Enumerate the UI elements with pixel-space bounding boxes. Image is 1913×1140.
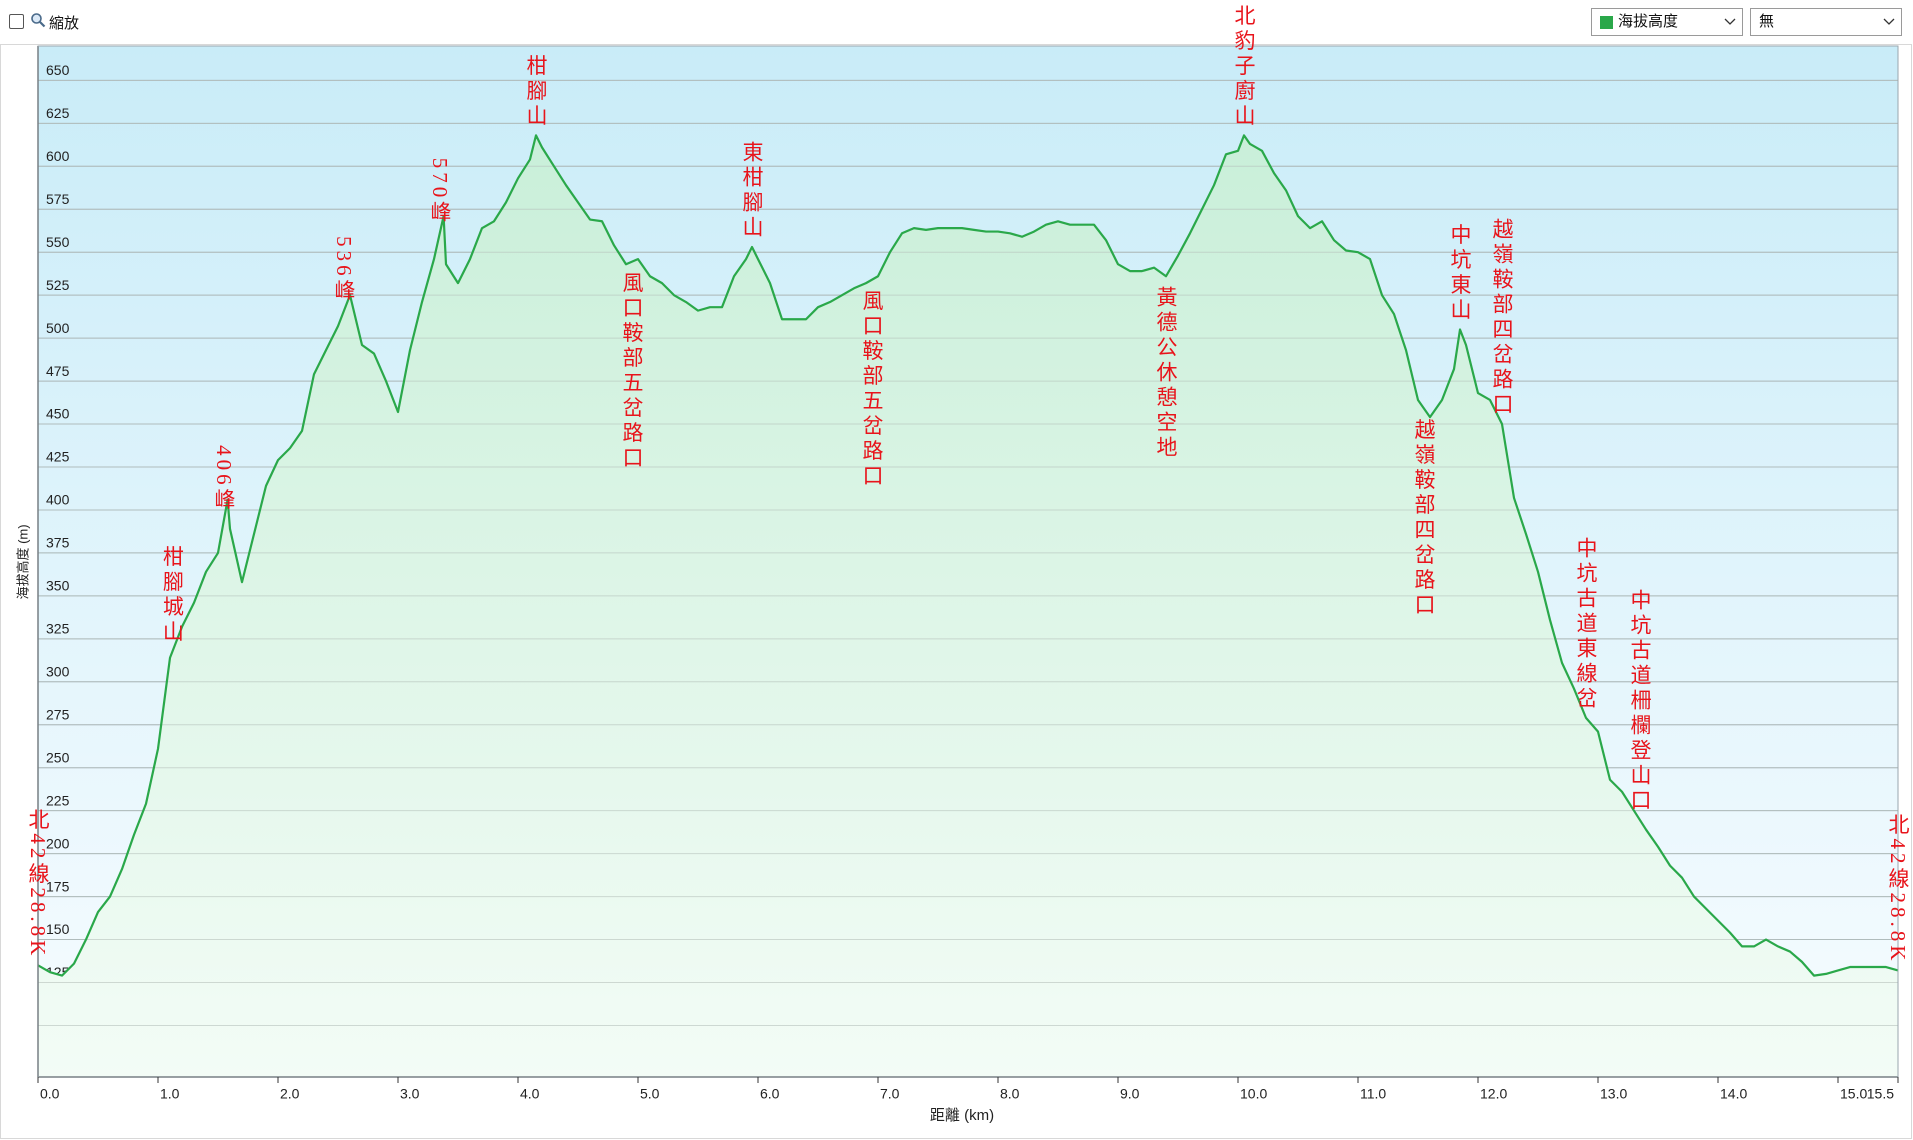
- series-swatch: [1600, 16, 1613, 29]
- annotation: 越嶺鞍部四岔路口: [1490, 218, 1514, 418]
- annotation: 中坑古道柵欄登山口: [1628, 589, 1652, 814]
- y-tick-label: 575: [46, 191, 70, 207]
- area-fill: [38, 135, 1898, 1077]
- frame: [0, 44, 1912, 1139]
- second-select[interactable]: 無: [1750, 8, 1902, 36]
- annotation: 536峰: [332, 236, 356, 305]
- x-tick-label: 12.0: [1480, 1086, 1507, 1102]
- toolbar: 縮放 海拔高度 無: [0, 0, 1913, 44]
- series-select[interactable]: 海拔高度: [1591, 8, 1743, 36]
- x-tick-label: 13.0: [1600, 1086, 1627, 1102]
- y-tick-label: 600: [46, 148, 70, 164]
- x-tick-label: 6.0: [760, 1086, 780, 1102]
- x-tick-label: 8.0: [1000, 1086, 1020, 1102]
- y-tick-label: 400: [46, 492, 70, 508]
- y-tick-label: 500: [46, 320, 70, 336]
- y-tick-label: 200: [46, 835, 70, 851]
- x-tick-label: 11.0: [1360, 1086, 1386, 1102]
- y-tick-label: 550: [46, 234, 70, 250]
- y-axis-label: 海拔高度 (m): [15, 524, 30, 599]
- y-tick-label: 375: [46, 535, 70, 551]
- chevron: [1883, 18, 1895, 25]
- annotation: 中坑東山: [1448, 224, 1472, 324]
- zoom-checkbox[interactable]: [9, 14, 24, 29]
- magnifier-icon: [31, 13, 46, 28]
- annotation: 北42線28.8K: [1886, 814, 1910, 965]
- annotation: 570峰: [428, 158, 452, 227]
- series-select-text: 海拔高度: [1618, 13, 1679, 30]
- second-select-text: 無: [1759, 13, 1775, 30]
- x-tick-label: 0.0: [40, 1086, 60, 1102]
- elevation-line: [37, 134, 1899, 977]
- x-tick-label: 5.0: [640, 1086, 660, 1102]
- x-tick-label: 3.0: [400, 1086, 420, 1102]
- annotation: 柑腳山: [524, 54, 548, 129]
- annotation: 柑腳城山: [160, 546, 184, 646]
- y-tick-label: 325: [46, 621, 70, 637]
- annotation: 中坑古道東線岔: [1574, 537, 1598, 712]
- y-tick-label: 625: [46, 105, 70, 121]
- y-tick-label: 225: [46, 792, 70, 808]
- y-tick-label: 450: [46, 406, 70, 422]
- x-tick-label: 9.0: [1120, 1086, 1140, 1102]
- y-tick-label: 250: [46, 749, 70, 765]
- x-tick-label: 1.0: [160, 1086, 180, 1102]
- y-tick-label: 525: [46, 277, 70, 293]
- annotation: 風口鞍部五岔路口: [860, 290, 884, 490]
- y-tick-label: 150: [46, 921, 70, 937]
- plot-border: [37, 45, 1899, 1078]
- annotation: 黃德公休憩空地: [1154, 286, 1178, 461]
- annotation: 東柑腳山: [740, 141, 764, 241]
- x-tick-label: 14.0: [1720, 1086, 1747, 1102]
- chevron: [1724, 18, 1736, 25]
- y-tick-label: 275: [46, 706, 70, 722]
- x-tick-label: 4.0: [520, 1086, 540, 1102]
- x-tick-label: 10.0: [1240, 1086, 1267, 1102]
- x-tick-label: 15.5: [1867, 1086, 1894, 1102]
- x-tick-label: 7.0: [880, 1086, 900, 1102]
- y-tick-label: 300: [46, 663, 70, 679]
- y-tick-label: 425: [46, 449, 70, 465]
- y-tick-label: 350: [46, 578, 70, 594]
- zoom-label: 縮放: [49, 15, 80, 32]
- annotation: 越嶺鞍部四岔路口: [1412, 419, 1436, 619]
- annotation: 北42線28.8K: [26, 808, 50, 959]
- y-tick-label: 650: [46, 62, 70, 78]
- y-tick-label: 475: [46, 363, 70, 379]
- annotation: 風口鞍部五岔路口: [620, 272, 644, 472]
- annotation: 北豹子廚山: [1232, 4, 1256, 129]
- annotation: 406峰: [212, 445, 236, 514]
- x-tick-label: 2.0: [280, 1086, 300, 1102]
- x-tick-label: 15.0: [1840, 1086, 1867, 1102]
- y-tick-label: 175: [46, 878, 70, 894]
- x-axis-label: 距離 (km): [930, 1106, 994, 1124]
